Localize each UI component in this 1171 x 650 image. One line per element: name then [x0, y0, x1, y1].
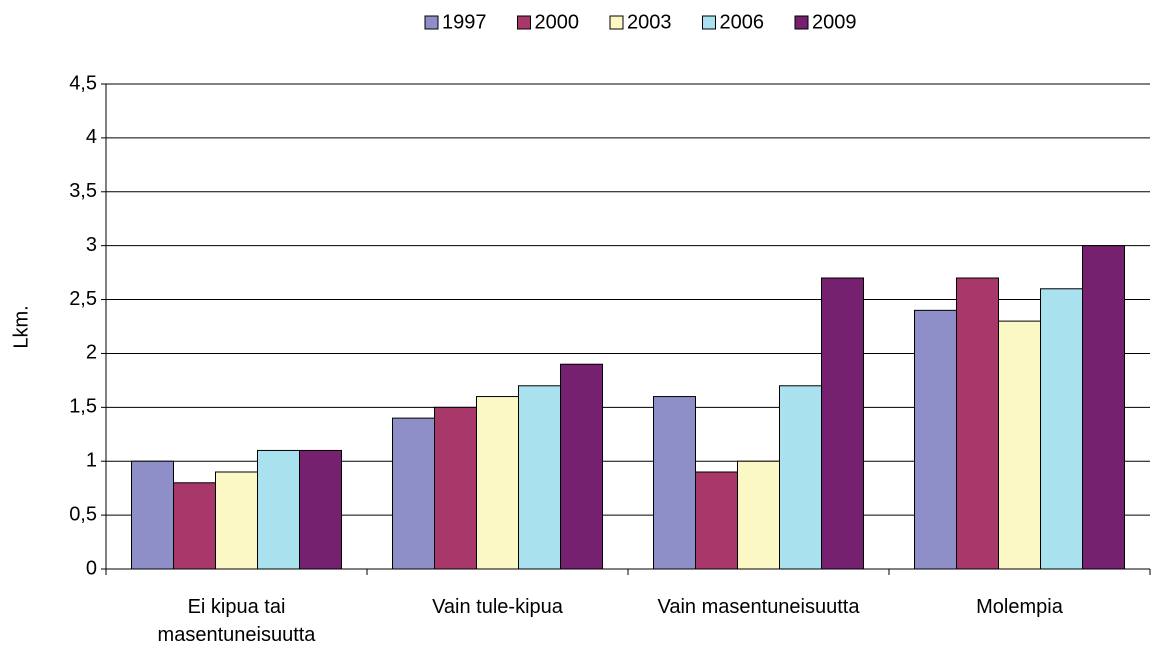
bar — [215, 471, 258, 570]
y-tick-label: 1 — [86, 450, 97, 472]
bar — [998, 320, 1041, 570]
y-tick-label: 4,5 — [69, 72, 97, 94]
bar — [695, 471, 738, 570]
bar — [434, 406, 477, 570]
y-tick-label: 0 — [86, 557, 97, 579]
bar — [392, 417, 435, 570]
y-axis-label: Lkm. — [10, 305, 32, 348]
bar — [518, 385, 561, 570]
y-tick-label: 2,5 — [69, 288, 97, 310]
x-tick-label: Ei kipua tai masentuneisuutta — [157, 596, 316, 646]
y-tick-label: 3,5 — [69, 180, 97, 202]
y-tick-label: 0,5 — [69, 503, 97, 525]
x-tick-label: Vain tule-kipua — [432, 596, 563, 618]
legend-label: 2006 — [720, 11, 765, 33]
legend-label: 1997 — [442, 11, 487, 33]
bar — [914, 309, 957, 570]
y-tick-label: 1,5 — [69, 396, 97, 418]
legend-swatch — [794, 15, 809, 30]
bar — [173, 482, 216, 570]
legend-swatch — [609, 15, 624, 30]
bar — [956, 277, 999, 570]
bar — [476, 396, 519, 570]
bar — [737, 460, 780, 570]
legend-label: 2000 — [535, 11, 580, 33]
x-tick-label: Molempia — [976, 596, 1063, 618]
bar — [257, 449, 300, 570]
legend-swatch — [517, 15, 531, 30]
bar — [779, 385, 822, 570]
x-tick-label: Vain masentuneisuutta — [657, 596, 860, 618]
bar — [560, 363, 603, 570]
y-tick-label: 4 — [86, 126, 97, 148]
legend-label: 2009 — [812, 11, 857, 33]
y-tick-label: 2 — [86, 342, 97, 364]
bar — [131, 460, 174, 570]
bar — [1040, 288, 1083, 570]
y-tick-label: 3 — [86, 234, 97, 256]
bar — [299, 449, 342, 570]
legend-swatch — [424, 15, 439, 30]
legend-swatch — [702, 15, 716, 30]
bar — [653, 396, 696, 570]
bar — [1082, 245, 1125, 570]
legend-label: 2003 — [627, 11, 672, 33]
bar — [821, 277, 864, 570]
